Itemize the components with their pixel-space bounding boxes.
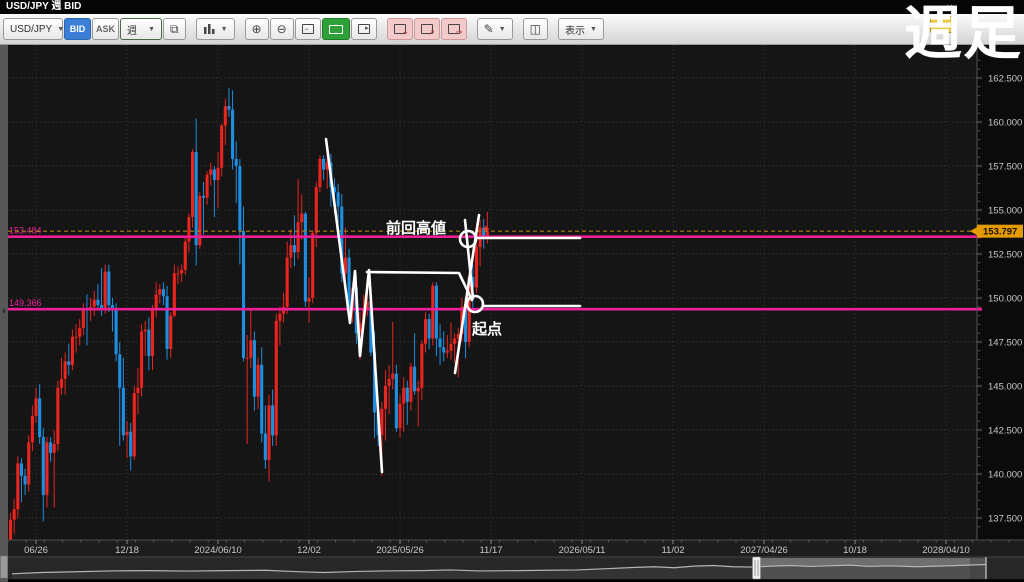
price-axis[interactable]: [977, 45, 1024, 582]
grid: [8, 45, 977, 540]
overlay-button[interactable]: ◫: [522, 18, 548, 40]
left-scrollbar[interactable]: [0, 45, 8, 582]
zoom-out-button[interactable]: ⊖: [269, 18, 294, 40]
compare-icon: ⧉: [170, 22, 179, 36]
edit-object-icon: ↗: [420, 24, 435, 37]
time-tick-label: 12/02: [297, 545, 321, 556]
pencil-button[interactable]: ✎ ▼: [476, 18, 513, 40]
price-tick-label: 137.500: [988, 514, 1022, 525]
bid-label: BID: [69, 24, 86, 34]
chart-area[interactable]: 153.484 149.366 前回高値 起点 162.500 160.000 157.50…: [0, 45, 1024, 582]
price-tick-label: 155.000: [988, 206, 1022, 217]
time-tick-label: 11/17: [479, 545, 502, 556]
toolbar: USD/JPY ▼ BID ASK 週 ▼ ⧉ ▼ ⊕ ⊖ ↔ ▸ + ↗ ✑ ✎ ▼: [0, 14, 1024, 45]
left-scrollbar-button[interactable]: [0, 555, 8, 579]
fit-screen-icon: [328, 24, 343, 34]
plot-background: [8, 45, 977, 540]
price-tick-label: 152.500: [988, 250, 1022, 261]
price-line-label: 149.366: [9, 298, 42, 308]
edit-object-button[interactable]: ↗: [413, 18, 440, 40]
delete-object-button[interactable]: ✑: [440, 18, 467, 40]
delete-object-icon: ✑: [447, 24, 463, 37]
annotation-circle: [458, 229, 478, 249]
add-object-icon: +: [393, 24, 408, 37]
navigator-handle[interactable]: [752, 556, 761, 580]
time-tick-label: 2027/04/26: [740, 545, 788, 556]
drawing-annotations[interactable]: [324, 137, 582, 474]
time-tick-label: 2026/05/11: [559, 545, 606, 556]
annotation-circle: [465, 294, 485, 314]
price-axis-ticks: 162.500 160.000 157.500 155.000 152.500 150.0…: [976, 45, 1022, 540]
time-axis-ticks: 06/26 12/18 2024/06/10 12/02 2025/05/26 11/17…: [7, 539, 1024, 556]
annotation-label: 前回高値: [386, 219, 446, 237]
time-tick-label: 2024/06/10: [194, 545, 242, 556]
chevron-down-icon: ▼: [220, 25, 228, 33]
bid-button[interactable]: BID: [64, 18, 91, 40]
chart-type-button[interactable]: ▼: [195, 18, 235, 40]
display-menu-label: 表示: [564, 25, 585, 37]
window-title-text: USD/JPY 週 BID: [6, 1, 82, 12]
fit-right-button[interactable]: ▸: [350, 18, 377, 40]
time-tick-label: 11/02: [661, 545, 684, 556]
fit-width-icon: ↔: [301, 24, 314, 34]
navigator-line: [11, 563, 987, 575]
zoom-in-icon: ⊕: [251, 22, 262, 36]
trend-line: [324, 137, 384, 474]
display-menu-button[interactable]: 表示 ▼: [557, 18, 604, 40]
timeframe-overlay-label: 週足: [903, 1, 1022, 66]
current-price-badge: 153.797: [970, 224, 1023, 238]
price-tick-label: 145.000: [988, 382, 1022, 393]
fit-right-icon: ▸: [357, 24, 370, 34]
time-tick-label: 06/26: [24, 545, 48, 556]
zoom-out-icon: ⊖: [276, 22, 287, 36]
add-object-button[interactable]: +: [386, 18, 413, 40]
fit-screen-button[interactable]: [321, 18, 350, 40]
ask-label: ASK: [96, 24, 116, 34]
pair-select-value: USD/JPY: [10, 23, 53, 35]
current-price-value: 153.797: [983, 227, 1017, 238]
price-tick-label: 147.500: [988, 338, 1022, 349]
window-controls[interactable]: ▭ ✕: [930, 3, 956, 12]
chart-type-icon: [203, 24, 215, 34]
candlestick-chart[interactable]: 153.484149.366前回高値起点162.500160.000157.50…: [0, 45, 1024, 582]
time-tick-label: 2025/05/26: [376, 545, 424, 556]
pair-select[interactable]: USD/JPY ▼: [3, 18, 65, 40]
chevron-down-icon: ▼: [148, 25, 155, 33]
price-tick-label: 140.000: [988, 470, 1022, 481]
price-tick-label: 162.500: [988, 74, 1022, 85]
price-tick-label: 150.000: [988, 294, 1022, 305]
annotation-label: 起点: [471, 321, 502, 338]
background-window-badge: [930, 16, 954, 33]
compare-button[interactable]: ⧉: [163, 18, 186, 40]
time-axis[interactable]: [8, 540, 1024, 557]
chevron-down-icon: ▼: [498, 25, 506, 33]
timeframe-select[interactable]: 週 ▼: [120, 18, 162, 40]
price-tick-label: 157.500: [988, 162, 1022, 173]
overlay-icon: ◫: [529, 22, 541, 36]
time-tick-label: 12/18: [115, 545, 139, 556]
ask-button[interactable]: ASK: [92, 18, 119, 40]
window-title: USD/JPY 週 BID ▭ ✕: [0, 0, 1024, 14]
time-tick-label: 2028/04/10: [922, 545, 970, 556]
trend-line: [463, 218, 475, 300]
time-tick-label: 10/18: [843, 545, 867, 556]
fit-width-button[interactable]: ↔: [294, 18, 321, 40]
price-tick-label: 160.000: [988, 118, 1022, 129]
price-tick-label: 142.500: [988, 426, 1022, 437]
zoom-in-button[interactable]: ⊕: [244, 18, 269, 40]
chevron-down-icon: ▼: [57, 25, 65, 33]
pencil-icon: ✎: [483, 22, 494, 36]
chevron-down-icon: ▼: [589, 25, 597, 33]
latest-tick-marker: [483, 226, 489, 232]
left-scrollbar-arrow-icon: [2, 308, 5, 314]
timeframe-select-value: 週: [127, 25, 137, 37]
